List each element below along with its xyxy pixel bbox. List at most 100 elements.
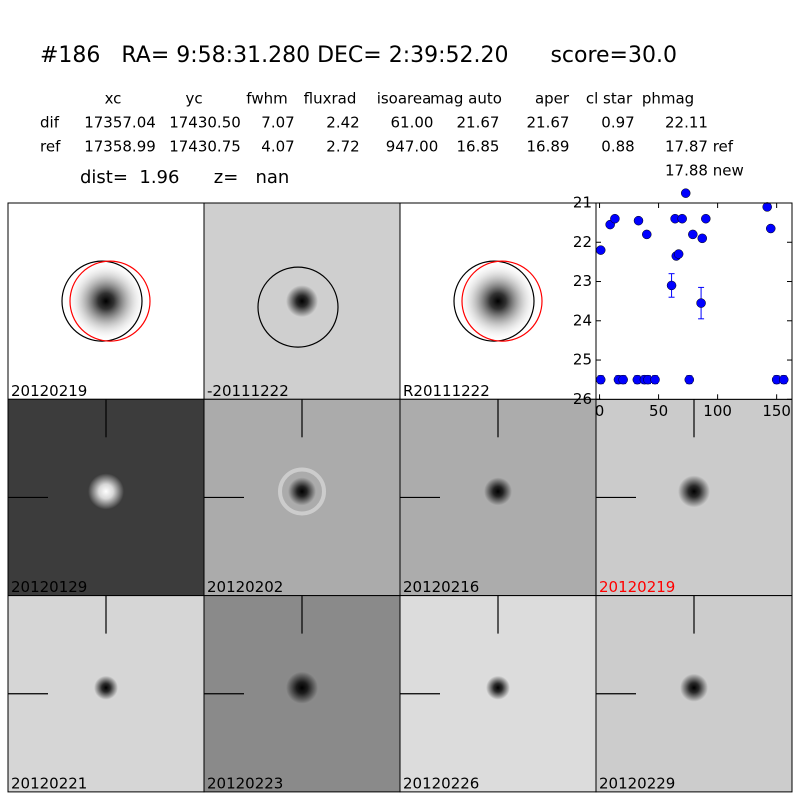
point xyxy=(778,374,789,385)
table-extra: 17.88 new xyxy=(665,162,744,180)
point xyxy=(701,213,711,224)
table-cell: 947.00 xyxy=(386,138,439,156)
table-cell: 17.87 ref xyxy=(665,138,734,156)
panel-label: 20120229 xyxy=(599,774,675,792)
panel-label: 20120223 xyxy=(207,774,283,792)
source-blob xyxy=(678,475,710,508)
y-tick-label: 23 xyxy=(573,272,592,290)
source-blob xyxy=(486,675,510,700)
panel-ring xyxy=(278,467,326,516)
table-header: yc xyxy=(185,90,202,108)
panel-label: 20120202 xyxy=(207,578,283,596)
point xyxy=(696,298,706,308)
table-header: mag auto xyxy=(430,90,502,108)
row-label: dif xyxy=(40,114,60,132)
aperture-circle xyxy=(257,266,339,348)
source-blob xyxy=(458,261,538,342)
table-cell: 2.42 xyxy=(326,114,359,132)
y-tick-label: 24 xyxy=(573,311,592,329)
table-header: aper xyxy=(535,90,570,108)
table-header: cl star xyxy=(586,90,633,108)
point xyxy=(666,280,677,291)
panel-label: 20120226 xyxy=(403,774,479,792)
table-cell: 61.00 xyxy=(391,114,434,132)
table-header: fluxrad xyxy=(304,90,357,108)
table-cell: 17358.99 xyxy=(84,138,156,156)
panel-label: 20120216 xyxy=(403,578,479,596)
x-tick-label: 0 xyxy=(595,402,605,420)
point xyxy=(680,188,691,198)
y-tick-label: 26 xyxy=(573,390,592,408)
panel-label: 20120221 xyxy=(11,774,87,792)
table-cell: 22.11 xyxy=(665,114,708,132)
table-cell: 21.67 xyxy=(457,114,500,132)
image-panel: -20111222 xyxy=(203,202,401,400)
point xyxy=(650,374,660,385)
panel-label: 20120219 xyxy=(11,382,87,400)
source-blob xyxy=(94,675,118,700)
point xyxy=(642,229,652,240)
y-tick-label: 22 xyxy=(573,233,592,251)
image-panel: 20120229 xyxy=(595,595,793,793)
source-blob xyxy=(680,673,708,702)
source-blob xyxy=(484,477,512,506)
point xyxy=(684,374,695,385)
aperture-circle xyxy=(461,260,543,342)
image-panel: 20120129 xyxy=(7,398,205,597)
table-cell: 2.72 xyxy=(326,138,359,156)
panel-label: 20120219 xyxy=(599,578,675,596)
point xyxy=(633,215,644,226)
image-panel: 20120226 xyxy=(399,595,597,792)
panel-frame xyxy=(595,595,793,793)
aperture-circle xyxy=(69,260,151,342)
table-cell: 21.67 xyxy=(527,114,570,132)
point xyxy=(765,223,776,234)
image-panel: 20120219 xyxy=(595,398,793,597)
source-blob xyxy=(286,285,318,318)
x-tick-label: 150 xyxy=(762,402,791,420)
row-label: ref xyxy=(40,138,61,156)
table-cell: 0.97 xyxy=(601,114,634,132)
table-cell: 17430.50 xyxy=(169,114,241,132)
image-panel: 20120221 xyxy=(7,595,205,792)
image-panel: 20120216 xyxy=(399,398,597,597)
point xyxy=(610,213,620,224)
panel-label: -20111222 xyxy=(207,382,289,400)
source-blob xyxy=(288,477,316,506)
table-cell: 16.85 xyxy=(457,138,500,156)
table-cell: 0.88 xyxy=(601,138,634,156)
plot-frame xyxy=(595,202,793,400)
table-cell: 17357.04 xyxy=(84,114,156,132)
table-header: phmag xyxy=(642,90,694,108)
image-panel: 20120223 xyxy=(203,595,401,792)
aperture-circle xyxy=(61,260,143,342)
table-cell: 17430.75 xyxy=(169,138,241,156)
source-blob xyxy=(88,473,124,510)
image-panel: R20111222 xyxy=(399,202,597,400)
point xyxy=(697,233,708,244)
image-panel: 20120219 xyxy=(7,202,205,400)
image-panel: 20120202 xyxy=(203,398,401,597)
table-cell: 16.89 xyxy=(527,138,570,156)
y-tick-label: 21 xyxy=(573,194,592,212)
point xyxy=(673,249,684,259)
aperture-circle xyxy=(453,260,535,342)
table-header: fwhm xyxy=(246,90,287,108)
title: #186 RA= 9:58:31.280 DEC= 2:39:52.20 sco… xyxy=(40,43,677,68)
dist-line: dist= 1.96 z= nan xyxy=(80,167,289,188)
x-tick-label: 100 xyxy=(703,402,732,420)
source-blob xyxy=(66,261,146,342)
point xyxy=(762,202,772,212)
table-header: xc xyxy=(105,90,122,108)
table-cell: 7.07 xyxy=(261,114,294,132)
x-tick-label: 50 xyxy=(649,402,668,420)
point xyxy=(688,229,698,240)
source-blob xyxy=(286,671,318,704)
point xyxy=(595,245,606,255)
panel-label: R20111222 xyxy=(403,382,490,400)
panel-label: 20120129 xyxy=(11,578,87,596)
point xyxy=(618,374,628,385)
point xyxy=(595,374,606,385)
